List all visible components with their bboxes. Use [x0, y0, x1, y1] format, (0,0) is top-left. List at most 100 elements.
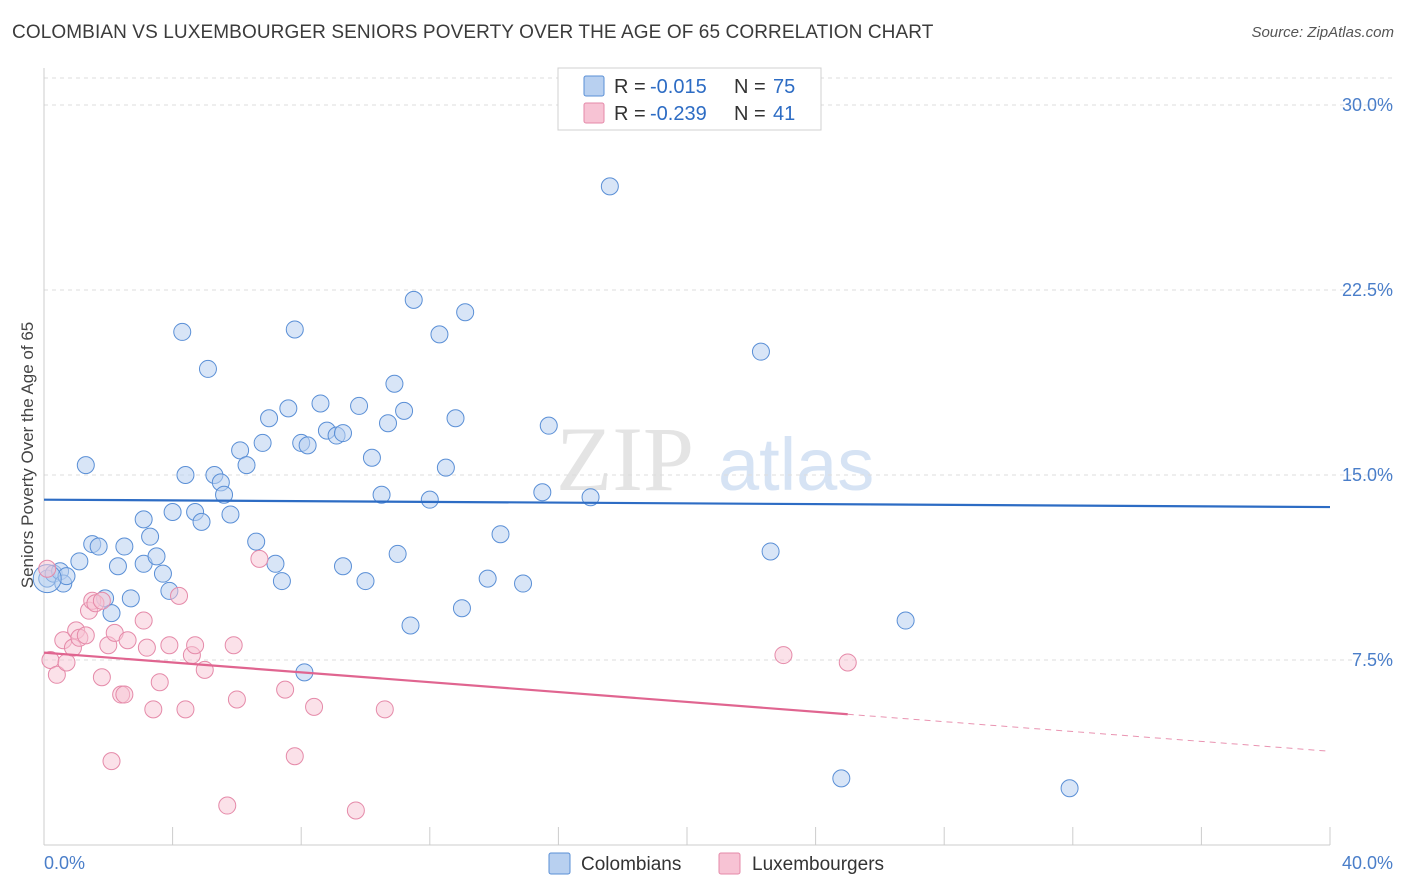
- series-luxembourgers-points: [38, 549, 857, 820]
- x-tick-label-min: 0.0%: [44, 853, 85, 873]
- colombians-point: [115, 537, 134, 556]
- luxembourgers-point: [170, 586, 189, 605]
- colombians-point: [266, 554, 285, 573]
- colombians-point: [121, 589, 140, 608]
- colombians-point: [404, 290, 423, 309]
- colombians-point: [89, 537, 108, 556]
- luxembourgers-point: [285, 747, 304, 766]
- colombians-point: [401, 616, 420, 635]
- colombians-point: [141, 527, 160, 546]
- stats-legend: R = -0.015 N = 75 R = -0.239 N = 41: [557, 67, 822, 131]
- colombians-point: [215, 485, 234, 504]
- colombians-point: [173, 322, 192, 341]
- colombians-point: [298, 436, 317, 455]
- luxembourgers-point: [160, 636, 179, 655]
- luxembourgers-point: [250, 549, 269, 568]
- colombians-point: [247, 532, 266, 551]
- axes: [43, 68, 1331, 846]
- colombians-point: [333, 424, 352, 443]
- y-tick-label: 30.0%: [1342, 95, 1393, 115]
- colombians-point: [761, 542, 780, 561]
- luxembourgers-point: [144, 700, 163, 719]
- colombians-point: [134, 510, 153, 529]
- colombians-point: [333, 557, 352, 576]
- colombians-point: [102, 604, 121, 623]
- colombians-point: [385, 374, 404, 393]
- colombians-point: [176, 466, 195, 484]
- luxembourgers-point: [38, 559, 57, 578]
- trend-lines: [43, 498, 1331, 752]
- luxembourgers-trend-extension: [847, 713, 1331, 752]
- colombians-point: [446, 409, 465, 428]
- colombians-point: [76, 456, 95, 475]
- legend-r-value-luxembourgers: -0.239: [650, 103, 707, 125]
- colombians-point: [237, 456, 256, 475]
- luxembourgers-point: [76, 626, 95, 645]
- colombians-point: [832, 769, 851, 788]
- colombians-point: [388, 544, 407, 563]
- luxembourgers-point: [276, 680, 295, 699]
- colombians-point: [253, 433, 272, 452]
- luxembourgers-point: [115, 685, 134, 704]
- luxembourgers-point: [118, 631, 137, 650]
- series-legend: Colombians Luxembourgers: [548, 852, 884, 875]
- colombians-point: [600, 177, 619, 196]
- colombians-point: [514, 574, 533, 593]
- colombians-point: [356, 572, 375, 591]
- legend-n-value-luxembourgers: 41: [773, 103, 795, 125]
- luxembourgers-point: [102, 752, 121, 771]
- luxembourgers-point: [227, 690, 246, 709]
- colombians-point: [70, 552, 89, 571]
- legend-n-label: N =: [734, 103, 766, 125]
- colombians-point: [192, 512, 211, 531]
- y-tick-label: 7.5%: [1352, 650, 1393, 670]
- bottom-legend-swatch-colombians: [548, 852, 571, 875]
- luxembourgers-point: [838, 653, 857, 672]
- colombians-point: [533, 483, 552, 502]
- luxembourgers-point: [375, 700, 394, 719]
- colombians-point: [147, 547, 166, 566]
- x-tick-label-max: 40.0%: [1342, 853, 1393, 873]
- luxembourgers-point: [224, 636, 243, 655]
- legend-n-value-colombians: 75: [773, 76, 795, 98]
- colombians-point: [581, 488, 600, 507]
- luxembourgers-point: [774, 646, 793, 665]
- colombians-point: [163, 503, 182, 521]
- legend-n-label: N =: [734, 76, 766, 98]
- y-tick-label: 22.5%: [1342, 280, 1393, 300]
- grid-lines: [44, 77, 1393, 661]
- colombians-point: [430, 325, 449, 344]
- watermark-zip: ZIP: [556, 408, 694, 510]
- luxembourgers-point: [47, 665, 66, 684]
- colombians-point: [452, 599, 471, 618]
- bottom-legend-label-luxembourgers: Luxembourgers: [752, 854, 884, 875]
- colombians-trend-line: [43, 498, 1331, 509]
- legend-r-label: R =: [614, 103, 646, 125]
- colombians-point: [491, 525, 510, 544]
- colombians-point: [57, 567, 76, 586]
- colombians-point: [311, 394, 330, 413]
- colombians-point: [285, 320, 304, 339]
- colombians-point: [153, 564, 172, 583]
- luxembourgers-point: [92, 591, 111, 610]
- colombians-point: [456, 303, 475, 322]
- luxembourgers-trend-line: [43, 651, 848, 716]
- legend-r-label: R =: [614, 76, 646, 98]
- y-tick-label: 15.0%: [1342, 465, 1393, 485]
- luxembourgers-point: [176, 700, 195, 719]
- chart-title: COLOMBIAN VS LUXEMBOURGER SENIORS POVERT…: [12, 22, 934, 43]
- watermark-atlas: atlas: [718, 423, 874, 506]
- colombians-point: [362, 448, 381, 467]
- luxembourgers-point: [218, 796, 237, 815]
- luxembourgers-point: [346, 801, 365, 820]
- colombians-point: [221, 505, 240, 524]
- colombians-point: [198, 359, 217, 378]
- luxembourgers-point: [134, 611, 153, 630]
- colombians-point: [272, 572, 291, 591]
- colombians-point: [1060, 779, 1079, 798]
- y-axis-title: Seniors Poverty Over the Age of 65: [18, 322, 37, 588]
- legend-r-value-colombians: -0.015: [650, 76, 707, 98]
- luxembourgers-point: [186, 636, 205, 655]
- colombians-point: [108, 557, 127, 576]
